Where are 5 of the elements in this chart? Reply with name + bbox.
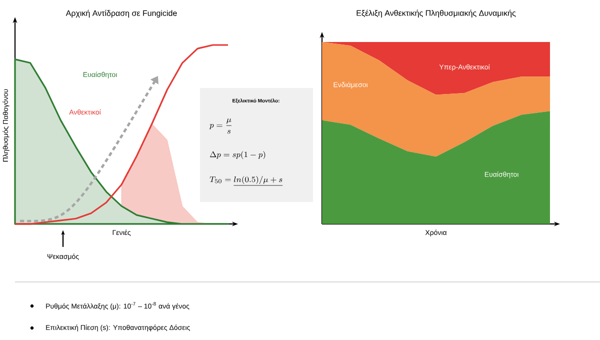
chart-title: Αρχική Αντίδραση σε Fungicide	[66, 10, 177, 18]
chart-title: Εξέλιξη Ανθεκτικής Πληθυσμιακής Δυναμικής	[356, 10, 516, 18]
annotation: $\Delta p = sp(1-p)$	[210, 151, 266, 160]
annotation: $p = \frac{\mu}{s}$	[209, 118, 232, 134]
annotation: $T_{50} = \underline{ln(0.5)/\mu + s}$	[210, 176, 283, 186]
